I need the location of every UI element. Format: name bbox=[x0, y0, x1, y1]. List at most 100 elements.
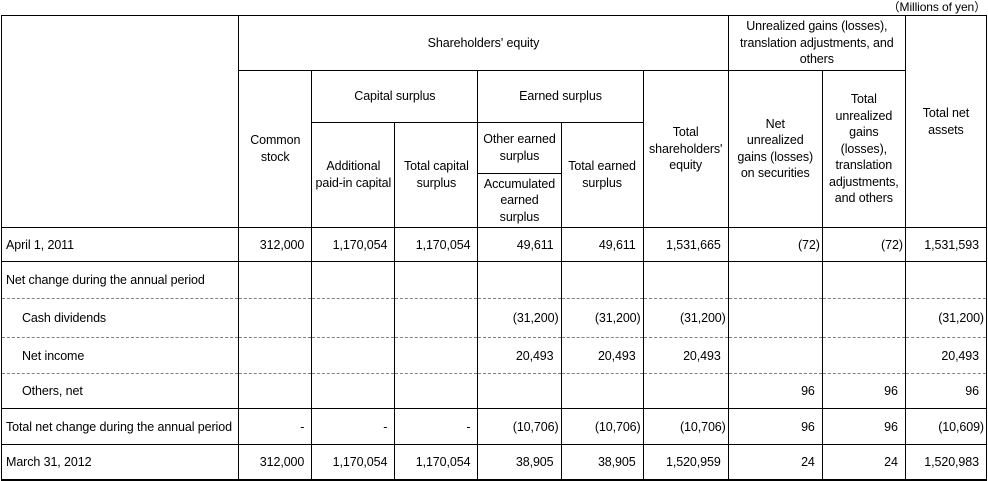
row-label: Total net change during the annual perio… bbox=[0, 408, 240, 445]
row-label: March 31, 2012 bbox=[0, 444, 240, 480]
row-label: April 1, 2011 bbox=[0, 227, 240, 262]
row-label: Net change during the annual period bbox=[0, 261, 240, 299]
cell-total-unrealized-gains bbox=[821, 261, 906, 299]
cell-total-net-assets: 20,493 bbox=[904, 337, 988, 374]
cell-accumulated-earned-surplus: 49,611 bbox=[477, 227, 562, 262]
cell-total-earned-surplus: 20,493 bbox=[560, 337, 644, 374]
header-total-net-assets: Total net assets bbox=[904, 15, 988, 228]
cell-common-stock bbox=[238, 261, 313, 299]
cell-additional-paid-in-capital: 1,170,054 bbox=[311, 227, 396, 262]
cell-total-net-assets: 96 bbox=[904, 373, 988, 409]
cell-additional-paid-in-capital: - bbox=[311, 408, 396, 445]
cell-common-stock: - bbox=[238, 408, 313, 445]
cell-total-capital-surplus: - bbox=[394, 408, 479, 445]
table-row: Net change during the annual period bbox=[0, 261, 988, 299]
cell-total-shareholders-equity bbox=[642, 261, 729, 299]
cell-net-unrealized-gains: 24 bbox=[727, 444, 823, 480]
header-unrealized-group: Unrealized gains (losses), translation a… bbox=[727, 15, 906, 71]
cell-total-earned-surplus: (31,200) bbox=[560, 298, 644, 338]
unit-note: （Millions of yen） bbox=[887, 0, 986, 14]
cell-additional-paid-in-capital bbox=[311, 373, 396, 409]
header-shareholders-equity: Shareholders' equity bbox=[238, 15, 729, 71]
cell-total-shareholders-equity: (31,200) bbox=[642, 298, 729, 338]
cell-accumulated-earned-surplus: (31,200) bbox=[477, 298, 562, 338]
header-total-unrealized-gains: Total unrealized gains (losses), transla… bbox=[821, 69, 906, 228]
cell-total-net-assets: 1,531,593 bbox=[904, 227, 988, 262]
cell-total-unrealized-gains: 96 bbox=[821, 373, 906, 409]
cell-total-earned-surplus bbox=[560, 261, 644, 299]
cell-total-earned-surplus: (10,706) bbox=[560, 408, 644, 445]
cell-net-unrealized-gains bbox=[727, 261, 823, 299]
cell-total-capital-surplus bbox=[394, 261, 479, 299]
header-other-earned-surplus: Other earned surplus bbox=[477, 121, 562, 174]
row-label: Cash dividends bbox=[0, 298, 240, 338]
header-net-unrealized-gains: Net unrealized gains (losses) on securit… bbox=[727, 69, 823, 228]
cell-common-stock bbox=[238, 337, 313, 374]
cell-total-net-assets: (31,200) bbox=[904, 298, 988, 338]
equity-table: Shareholders' equity Unrealized gains (l… bbox=[0, 15, 988, 481]
cell-total-unrealized-gains bbox=[821, 298, 906, 338]
header-accumulated-earned-surplus: Accumulated earned surplus bbox=[477, 172, 562, 228]
cell-total-capital-surplus: 1,170,054 bbox=[394, 227, 479, 262]
cell-total-unrealized-gains: 24 bbox=[821, 444, 906, 480]
cell-total-capital-surplus bbox=[394, 337, 479, 374]
cell-net-unrealized-gains: (72) bbox=[727, 227, 823, 262]
header-row-subcolumn: Accumulated earned surplus bbox=[2, 172, 987, 228]
cell-total-shareholders-equity: 1,531,665 bbox=[642, 227, 729, 262]
cell-net-unrealized-gains bbox=[727, 337, 823, 374]
cell-additional-paid-in-capital bbox=[311, 261, 396, 299]
header-capital-surplus: Capital surplus bbox=[311, 69, 479, 123]
table-row: Others, net 96 96 96 bbox=[0, 373, 988, 409]
cell-total-capital-surplus bbox=[394, 298, 479, 338]
cell-net-unrealized-gains: 96 bbox=[727, 408, 823, 445]
table-row: April 1, 2011 312,000 1,170,054 1,170,054 49… bbox=[0, 227, 988, 262]
cell-additional-paid-in-capital bbox=[311, 337, 396, 374]
cell-total-shareholders-equity bbox=[642, 373, 729, 409]
cell-accumulated-earned-surplus: (10,706) bbox=[477, 408, 562, 445]
cell-accumulated-earned-surplus: 38,905 bbox=[477, 444, 562, 480]
cell-total-unrealized-gains bbox=[821, 337, 906, 374]
cell-net-unrealized-gains: 96 bbox=[727, 373, 823, 409]
cell-common-stock: 312,000 bbox=[238, 227, 313, 262]
cell-total-unrealized-gains: 96 bbox=[821, 408, 906, 445]
cell-total-earned-surplus: 49,611 bbox=[560, 227, 644, 262]
header-additional-paid-in-capital: Additional paid-in capital bbox=[311, 121, 396, 228]
cell-accumulated-earned-surplus: 20,493 bbox=[477, 337, 562, 374]
cell-total-earned-surplus bbox=[560, 373, 644, 409]
cell-total-net-assets: 1,520,983 bbox=[904, 444, 988, 480]
header-total-capital-surplus: Total capital surplus bbox=[394, 121, 479, 228]
header-row-groups: Shareholders' equity Unrealized gains (l… bbox=[0, 15, 988, 228]
table-row: Cash dividends (31,200) (31,200) (31,200) (3… bbox=[0, 298, 988, 338]
cell-common-stock bbox=[238, 373, 313, 409]
table-row: March 31, 2012 312,000 1,170,054 1,170,054 3… bbox=[0, 444, 988, 480]
cell-common-stock bbox=[238, 298, 313, 338]
cell-accumulated-earned-surplus bbox=[477, 261, 562, 299]
header-row-subgroups: Common stock Capital surplus Earned surp… bbox=[2, 69, 987, 228]
cell-total-capital-surplus: 1,170,054 bbox=[394, 444, 479, 480]
row-label: Net income bbox=[0, 337, 240, 374]
cell-additional-paid-in-capital bbox=[311, 298, 396, 338]
header-common-stock: Common stock bbox=[238, 69, 313, 228]
cell-common-stock: 312,000 bbox=[238, 444, 313, 480]
cell-net-unrealized-gains bbox=[727, 298, 823, 338]
table-body: April 1, 2011 312,000 1,170,054 1,170,054 49… bbox=[0, 227, 988, 480]
cell-total-net-assets: (10,609) bbox=[904, 408, 988, 445]
header-total-earned-surplus: Total earned surplus bbox=[560, 121, 644, 228]
corner-blank-cell bbox=[0, 15, 240, 228]
cell-accumulated-earned-surplus bbox=[477, 373, 562, 409]
table-row: Total net change during the annual perio… bbox=[0, 408, 988, 445]
header-earned-surplus: Earned surplus bbox=[477, 69, 644, 123]
cell-total-shareholders-equity: 20,493 bbox=[642, 337, 729, 374]
cell-total-earned-surplus: 38,905 bbox=[560, 444, 644, 480]
cell-additional-paid-in-capital: 1,170,054 bbox=[311, 444, 396, 480]
table-header: Shareholders' equity Unrealized gains (l… bbox=[0, 15, 988, 228]
cell-total-unrealized-gains: (72) bbox=[821, 227, 906, 262]
header-total-shareholders-equity: Total shareholders' equity bbox=[642, 69, 729, 228]
row-label: Others, net bbox=[0, 373, 240, 409]
cell-total-shareholders-equity: 1,520,959 bbox=[642, 444, 729, 480]
cell-total-capital-surplus bbox=[394, 373, 479, 409]
cell-total-shareholders-equity: (10,706) bbox=[642, 408, 729, 445]
table-row: Net income 20,493 20,493 20,493 20,493 bbox=[0, 337, 988, 374]
cell-total-net-assets bbox=[904, 261, 988, 299]
